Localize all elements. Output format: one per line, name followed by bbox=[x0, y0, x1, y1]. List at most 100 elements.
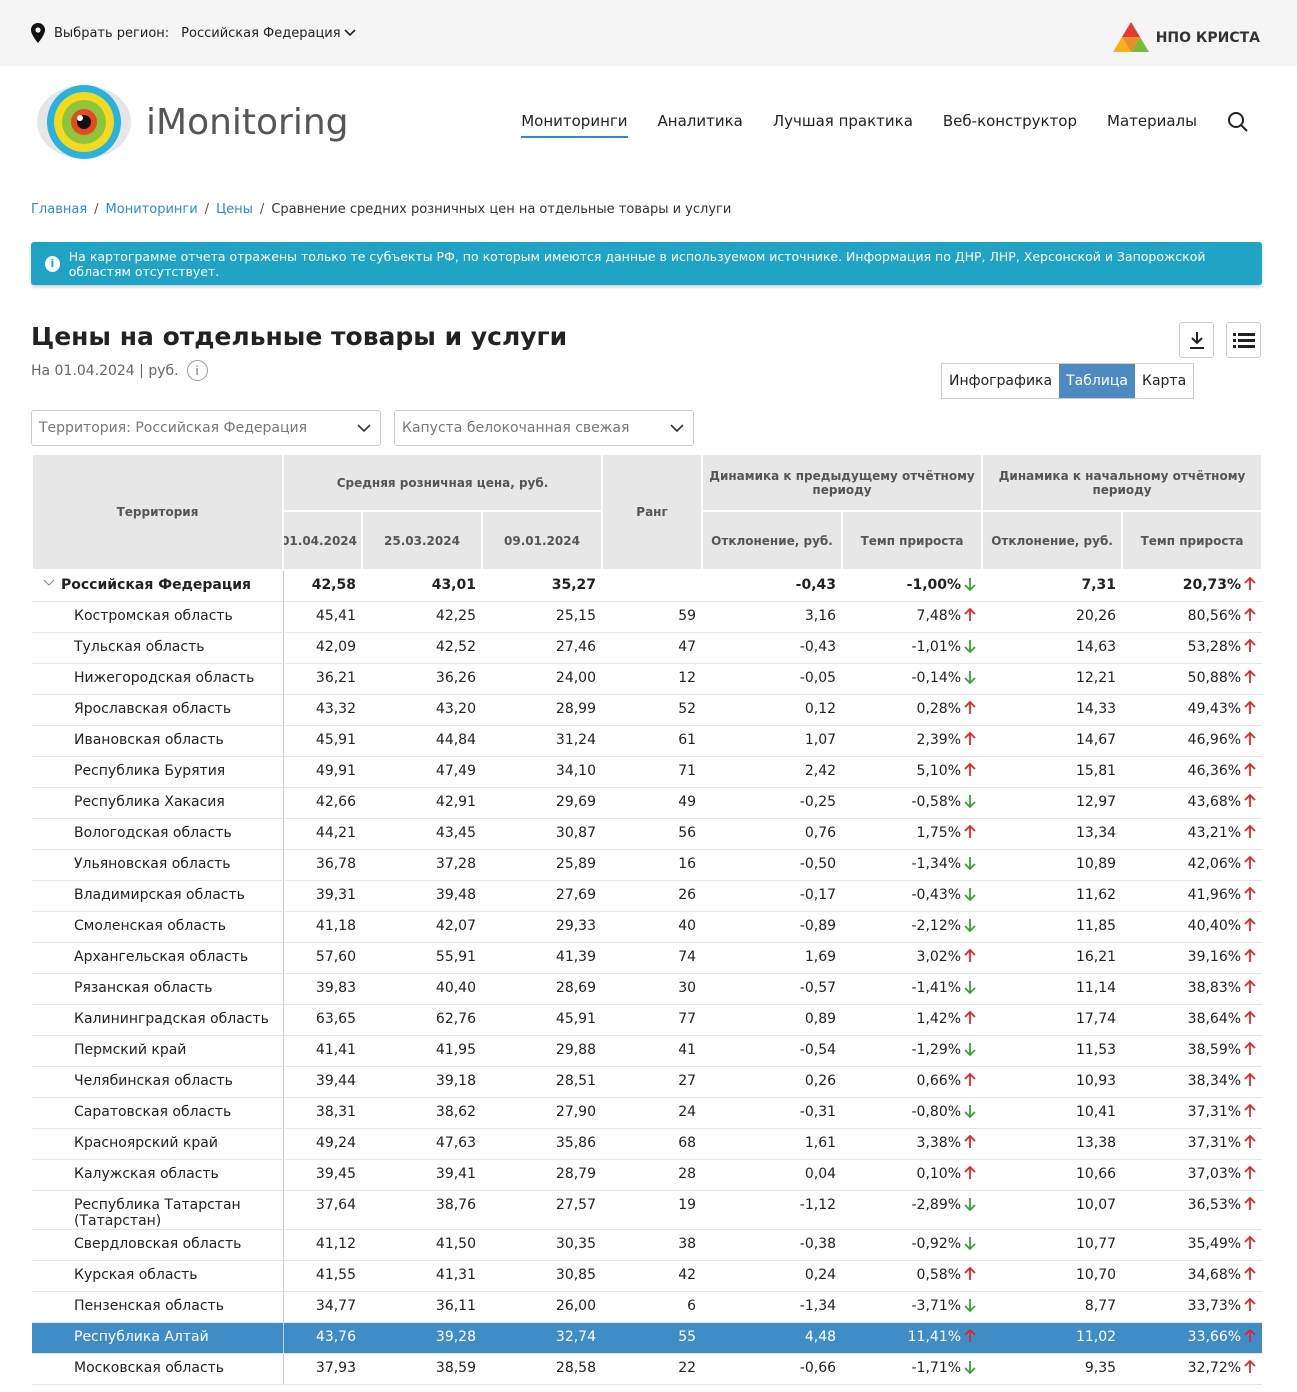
cell-text: -1,41% bbox=[911, 979, 962, 996]
cell-text: 20,26 bbox=[1075, 607, 1117, 624]
value-cell: 25,89 bbox=[482, 849, 603, 881]
cell-text: 37,31% bbox=[1187, 1134, 1242, 1151]
breadcrumb[interactable]: Главная bbox=[31, 202, 88, 217]
value-cell: 43,01 bbox=[362, 570, 482, 602]
table-row[interactable]: Костромская область 45,41 42,25 25,15 59 3,16… bbox=[32, 601, 1263, 633]
cell-text: 57,60 bbox=[315, 948, 356, 965]
table-row[interactable]: Смоленская область 41,18 42,07 29,33 40 -0,89… bbox=[32, 911, 1263, 943]
cell-text: -0,66 bbox=[799, 1359, 837, 1376]
info-button[interactable]: i bbox=[186, 360, 208, 381]
value-cell: 12 bbox=[602, 663, 703, 695]
tab[interactable]: Таблица bbox=[1059, 364, 1136, 398]
value-cell: 55 bbox=[602, 1322, 703, 1354]
cell-text: Республика Алтай bbox=[74, 1328, 209, 1345]
tab[interactable]: Карта bbox=[1142, 373, 1187, 389]
value-cell: 10,66 bbox=[982, 1159, 1123, 1191]
nav-item[interactable]: Лучшая практика bbox=[772, 112, 913, 130]
cell-text: 28,79 bbox=[555, 1165, 597, 1182]
cell-text: 38,34% bbox=[1187, 1072, 1242, 1089]
table-row[interactable]: Рязанская область 39,83 40,40 28,69 30 -0,57 -… bbox=[32, 973, 1263, 1005]
cell-text: 40 bbox=[678, 917, 697, 934]
cell-text: 36,78 bbox=[315, 855, 356, 872]
value-cell: 3,02% bbox=[842, 942, 983, 974]
tab[interactable]: Инфографика bbox=[949, 373, 1053, 389]
nav: Мониторинги Аналитика Лучшая практика Веб-к… bbox=[521, 112, 1197, 138]
table-row[interactable]: Республика Бурятия 49,91 47,49 34,10 71 2,42 5… bbox=[32, 756, 1263, 788]
value-cell: 11,14 bbox=[982, 973, 1123, 1005]
table-row[interactable]: Республика Татарстан (Татарстан) 37,64 38,… bbox=[32, 1190, 1263, 1230]
table-row[interactable]: Республика Хакасия 42,66 42,91 29,69 49 -0,25… bbox=[32, 787, 1263, 819]
table-row[interactable]: Владимирская область 39,31 39,48 27,69 26 -0,… bbox=[32, 880, 1263, 912]
territory-cell: Рязанская область bbox=[32, 973, 284, 1005]
table-row[interactable]: Калужская область 39,45 39,41 28,79 28 0,04 0,… bbox=[32, 1159, 1263, 1191]
table-row[interactable]: Ульяновская область 36,78 37,28 25,89 16 -0,5… bbox=[32, 849, 1263, 881]
cell-text: 42,07 bbox=[435, 917, 476, 934]
cell-text: 27,57 bbox=[555, 1196, 597, 1213]
table-row[interactable]: Ивановская область 45,91 44,84 31,24 61 1,07 2… bbox=[32, 725, 1263, 757]
nav-item[interactable]: Веб-конструктор bbox=[942, 112, 1077, 130]
cell-text: 42,91 bbox=[435, 793, 476, 810]
value-cell: 0,76 bbox=[702, 818, 843, 850]
cell-text: 9,35 bbox=[1084, 1359, 1117, 1376]
value-cell: 36,53% bbox=[1122, 1190, 1263, 1230]
table-row[interactable]: Саратовская область 38,31 38,62 27,90 24 -0,3… bbox=[32, 1097, 1263, 1129]
value-cell: 11,62 bbox=[982, 880, 1123, 912]
table-row[interactable]: Тульская область 42,09 42,52 27,46 47 -0,43 -1… bbox=[32, 632, 1263, 664]
cell-text: 39,41 bbox=[435, 1165, 476, 1182]
table-row[interactable]: Нижегородская область 36,21 36,26 24,00 12 -0… bbox=[32, 663, 1263, 695]
product-filter[interactable]: Капуста белокочанная свежая bbox=[394, 410, 694, 446]
cell-text: 36,11 bbox=[435, 1297, 476, 1314]
logo[interactable]: iMonitoring bbox=[36, 84, 349, 160]
table-row[interactable]: Челябинская область 39,44 39,18 28,51 27 0,26… bbox=[32, 1066, 1263, 1098]
value-cell: 45,91 bbox=[283, 725, 362, 757]
value-cell: 24 bbox=[602, 1097, 703, 1129]
value-cell: 0,26 bbox=[702, 1066, 843, 1098]
brand[interactable]: НПО КРИСТА bbox=[1112, 22, 1260, 54]
cell-text: Ивановская область bbox=[74, 731, 224, 748]
download-button[interactable] bbox=[1179, 322, 1214, 358]
breadcrumb[interactable]: Мониторинги bbox=[105, 202, 198, 217]
table-row[interactable]: Московская область 37,93 38,59 28,58 22 -0,66… bbox=[32, 1353, 1263, 1385]
collapse-icon[interactable] bbox=[43, 579, 55, 587]
table-row[interactable]: Пермский край 41,41 41,95 29,88 41 -0,54 -1,29… bbox=[32, 1035, 1263, 1067]
cell-text: 42,25 bbox=[435, 607, 476, 624]
region-select[interactable]: Российская Федерация bbox=[181, 25, 341, 41]
table-row[interactable]: Вологодская область 44,21 43,45 30,87 56 0,76… bbox=[32, 818, 1263, 850]
value-cell: 43,68% bbox=[1122, 787, 1263, 819]
nav-item[interactable]: Аналитика bbox=[657, 112, 743, 130]
nav-item[interactable]: Материалы bbox=[1107, 112, 1197, 130]
table-row[interactable]: Калининградская область 63,65 62,76 45,91 77… bbox=[32, 1004, 1263, 1036]
territory-cell: Саратовская область bbox=[32, 1097, 284, 1129]
cell-text: 20,73% bbox=[1182, 577, 1242, 593]
value-cell: 36,11 bbox=[362, 1291, 482, 1323]
cell-text: 44,21 bbox=[315, 824, 356, 841]
table-row[interactable]: Российская Федерация 42,58 43,01 35,27 -0,43… bbox=[32, 570, 1263, 602]
search-icon[interactable] bbox=[1227, 111, 1249, 133]
cell-text: 7,48% bbox=[916, 607, 962, 624]
table-row[interactable]: Архангельская область 57,60 55,91 41,39 74 1,… bbox=[32, 942, 1263, 974]
menu-button[interactable] bbox=[1226, 322, 1261, 358]
table-row[interactable]: Республика Алтай 43,76 39,28 32,74 55 4,48 11,… bbox=[32, 1322, 1263, 1354]
territory-filter[interactable]: Территория: Российская Федерация bbox=[31, 410, 381, 446]
value-cell: 43,20 bbox=[362, 694, 482, 726]
table-row[interactable]: Курская область 41,55 41,31 30,85 42 0,24 0,58… bbox=[32, 1260, 1263, 1292]
value-cell: 43,21% bbox=[1122, 818, 1263, 850]
arrow-down bbox=[964, 1298, 976, 1312]
value-cell: 33,73% bbox=[1122, 1291, 1263, 1323]
breadcrumb[interactable]: Цены bbox=[216, 202, 253, 217]
value-cell: 14,33 bbox=[982, 694, 1123, 726]
arrow-up bbox=[1244, 793, 1256, 807]
table-row[interactable]: Пензенская область 34,77 36,11 26,00 6 -1,34 -… bbox=[32, 1291, 1263, 1323]
header-cell: Динамика к начальному отчётному периоду bbox=[981, 453, 1264, 512]
table-row[interactable]: Свердловская область 41,12 41,50 30,35 38 -0,… bbox=[32, 1229, 1263, 1261]
arrow-down bbox=[964, 1042, 976, 1056]
value-cell: 57,60 bbox=[283, 942, 362, 974]
value-cell: 5,10% bbox=[842, 756, 983, 788]
territory-cell: Калининградская область bbox=[32, 1004, 284, 1036]
cell-text: -1,12 bbox=[799, 1196, 837, 1213]
value-cell: 38,31 bbox=[283, 1097, 362, 1129]
table-row[interactable]: Красноярский край 49,24 47,63 35,86 68 1,61 3,… bbox=[32, 1128, 1263, 1160]
table-row[interactable]: Ярославская область 43,32 43,20 28,99 52 0,12… bbox=[32, 694, 1263, 726]
cell-text: Ульяновская область bbox=[74, 855, 231, 872]
nav-item[interactable]: Мониторинги bbox=[521, 112, 628, 138]
